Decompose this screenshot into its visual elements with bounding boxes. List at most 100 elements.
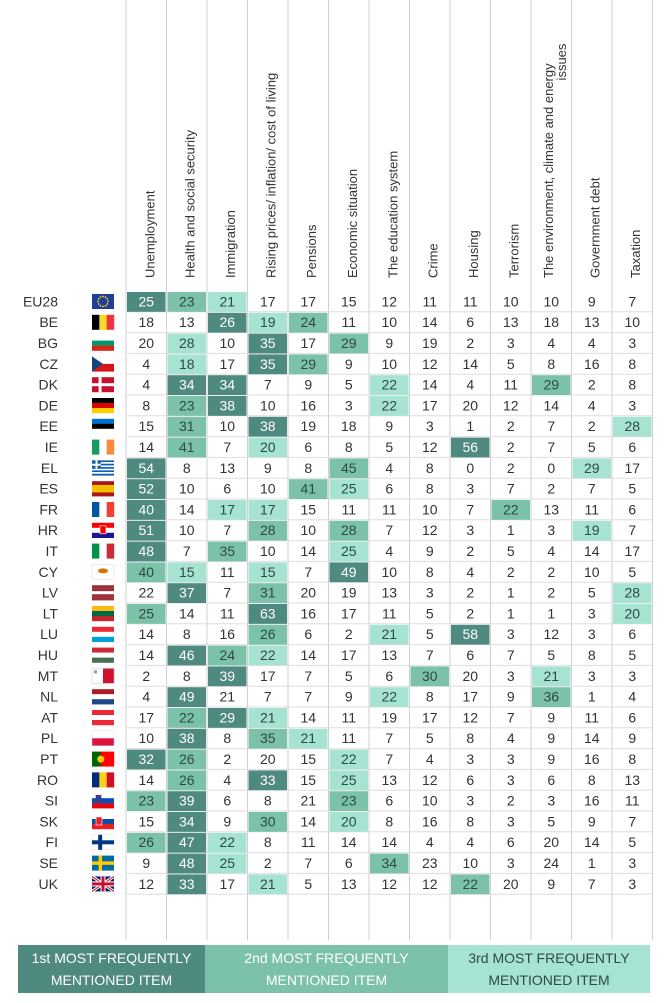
country-label: EE	[39, 418, 58, 434]
cell-value: 14	[138, 772, 154, 788]
rank-1-cell	[167, 375, 206, 395]
cell-value: 19	[422, 335, 438, 351]
cell-value: 8	[264, 793, 272, 809]
cell-value: 8	[223, 730, 231, 746]
cell-value: 7	[588, 876, 596, 892]
greece-flag	[92, 460, 114, 476]
cell-value: 10	[300, 522, 316, 538]
rank-1-cell	[127, 292, 166, 312]
cell-value: 9	[264, 460, 272, 476]
cell-value: 9	[385, 418, 393, 434]
cell-value: 41	[300, 481, 316, 497]
rank-3-cell	[613, 416, 652, 437]
cell-value: 2	[507, 439, 515, 455]
cell-value: 14	[138, 626, 154, 642]
cell-value: 26	[179, 772, 195, 788]
cell-value: 3	[547, 793, 555, 809]
cell-value: 8	[628, 377, 636, 393]
cell-value: 7	[183, 543, 191, 559]
cell-value: 28	[179, 335, 195, 351]
cell-value: 8	[426, 689, 434, 705]
rank-1-cell	[167, 812, 206, 832]
cell-value: 4	[588, 397, 596, 413]
cell-value: 38	[179, 730, 195, 746]
cell-value: 14	[300, 709, 316, 725]
cell-value: 12	[462, 709, 478, 725]
cell-value: 10	[138, 730, 154, 746]
legend-line-2: MENTIONED ITEM	[265, 972, 388, 988]
country-label: CY	[39, 564, 59, 580]
column-header-the-education-system: The education system	[385, 151, 400, 278]
cell-value: 2	[507, 460, 515, 476]
table-row: FR 40 14 17 17 15 11 11 10 7 22 13 11 6	[39, 500, 653, 521]
cell-value: 8	[345, 439, 353, 455]
rank-2-cell	[289, 354, 328, 375]
cell-value: 3	[426, 585, 434, 601]
rank-2-cell	[329, 791, 368, 811]
cell-value: 23	[179, 293, 195, 309]
eu-flag	[92, 294, 114, 309]
cell-value: 4	[142, 377, 150, 393]
cell-value: 16	[422, 813, 438, 829]
rank-1-cell	[208, 396, 247, 416]
column-header-taxation: Taxation	[628, 230, 643, 278]
cell-value: 22	[219, 834, 235, 850]
cell-value: 30	[422, 668, 438, 684]
rank-1-cell	[127, 458, 166, 479]
table-row: PT 32 26 2 20 15 22 7 4 3 3 9 16 8	[40, 749, 653, 770]
rank-3-cell	[248, 312, 287, 333]
cell-value: 20	[138, 335, 154, 351]
cell-value: 40	[138, 501, 154, 517]
cell-value: 22	[503, 501, 519, 517]
cell-value: 5	[385, 439, 393, 455]
rank-3-cell	[329, 541, 368, 562]
cell-value: 6	[628, 439, 636, 455]
rank-1-cell	[127, 541, 166, 562]
cell-value: 15	[179, 564, 195, 580]
cell-value: 7	[628, 293, 636, 309]
cell-value: 11	[341, 314, 356, 330]
table-row: DK 4 34 34 7 9 5 22 14 4 11 29 2 8	[39, 375, 653, 396]
cell-value: 11	[463, 293, 478, 309]
legend-line-1: 1st MOST FREQUENTLY	[31, 950, 192, 966]
cell-value: 40	[138, 564, 154, 580]
rank-2-cell	[370, 853, 409, 874]
cell-value: 12	[422, 522, 438, 538]
table-row: EE 15 31 10 38 19 18 9 3 1 2 7 2 28	[39, 416, 653, 438]
column-header-rising-prices-inflation-cost-of-living: Rising prices/ inflation/ cost of living	[264, 73, 279, 278]
cell-value: 54	[138, 460, 154, 476]
cell-value: 15	[138, 813, 154, 829]
table-row: BG 20 28 10 35 17 29 9 19 2 3 4 4 3	[38, 333, 653, 354]
cell-value: 29	[543, 377, 559, 393]
sweden-flag	[92, 855, 114, 871]
cell-value: 7	[466, 501, 474, 517]
cell-value: 33	[179, 876, 195, 892]
country-label: ES	[39, 481, 58, 497]
column-header-crime: Crime	[426, 243, 441, 278]
cell-value: 10	[422, 501, 438, 517]
table-row: MT 2 8 39 17 7 5 6 30 20 3 21 3 3	[38, 666, 653, 687]
rank-3-cell	[248, 437, 287, 458]
cell-value: 38	[219, 397, 235, 413]
cell-value: 22	[179, 709, 195, 725]
table-row: FI 26 47 22 8 11 14 14 4 4 6 20 14 5	[46, 832, 653, 854]
cell-value: 10	[584, 564, 600, 580]
cell-value: 2	[547, 585, 555, 601]
cell-value: 5	[507, 543, 515, 559]
rank-2-cell	[491, 500, 530, 520]
table-row: HR 51 10 7 28 10 28 7 12 3 1 3 19 7	[38, 520, 653, 542]
cell-value: 21	[219, 293, 235, 309]
cell-value: 1	[507, 585, 515, 601]
cell-value: 28	[624, 418, 640, 434]
cell-value: 14	[179, 605, 195, 621]
cell-value: 17	[422, 709, 438, 725]
cell-value: 11	[382, 605, 397, 621]
cell-value: 14	[138, 439, 154, 455]
cell-value: 35	[260, 335, 276, 351]
cell-value: 17	[300, 293, 316, 309]
rank-1-cell	[451, 437, 490, 458]
rank-1-cell	[127, 749, 166, 770]
cell-value: 9	[507, 689, 515, 705]
rank-2-cell	[248, 728, 287, 749]
cell-value: 6	[345, 855, 353, 871]
